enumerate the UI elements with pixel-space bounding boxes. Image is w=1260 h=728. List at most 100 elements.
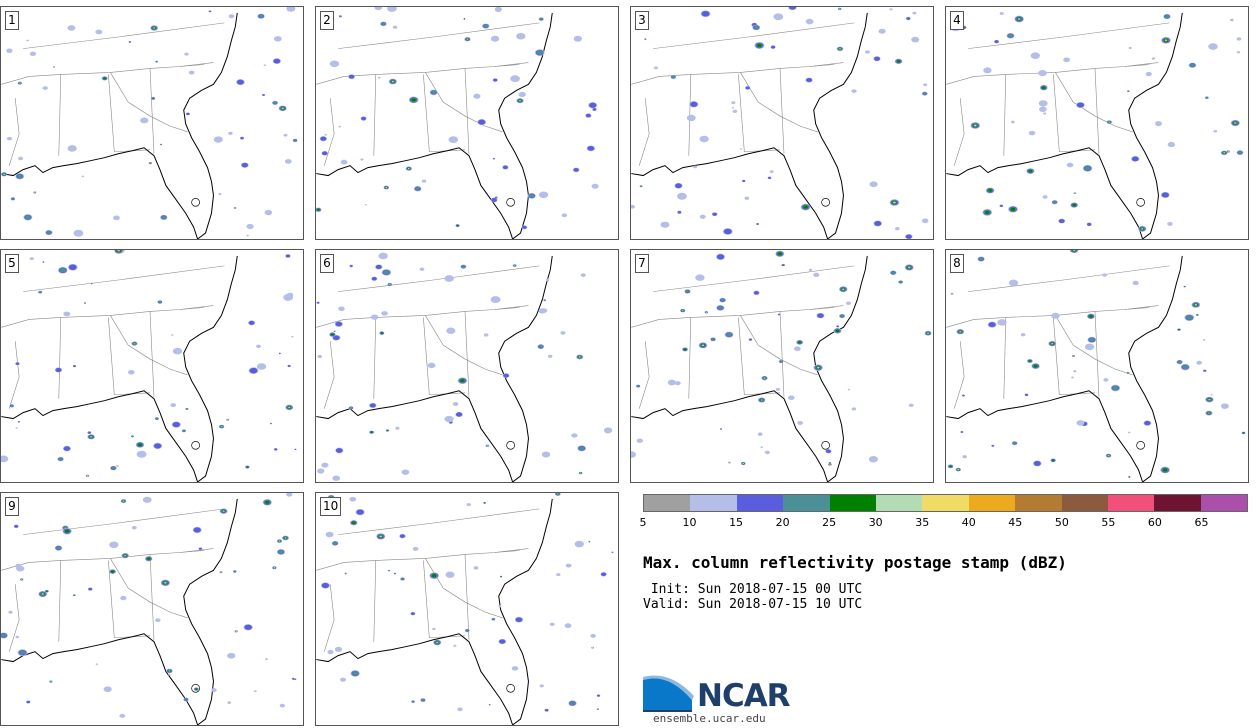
storm-cell	[1072, 203, 1076, 207]
storm-cell	[399, 534, 406, 538]
coastline	[316, 255, 553, 482]
storm-cell	[847, 388, 850, 391]
member-label: 6	[320, 254, 334, 273]
storm-cell	[686, 290, 689, 293]
storm-cell	[461, 265, 466, 268]
storm-cell	[1008, 279, 1019, 287]
storm-cell	[671, 75, 676, 79]
storm-cell	[539, 18, 543, 21]
storm-cell	[322, 151, 328, 156]
storm-cell	[340, 677, 347, 682]
storm-cell	[514, 264, 516, 267]
storm-cell	[388, 570, 390, 572]
storm-cell	[571, 433, 578, 438]
storm-cell	[55, 367, 62, 373]
storm-cell	[701, 10, 710, 17]
storm-cell	[878, 28, 886, 34]
storm-cell	[172, 422, 180, 428]
storm-cell	[891, 271, 896, 275]
storm-cell	[764, 450, 770, 455]
storm-cell	[1038, 70, 1047, 77]
storm-cell	[284, 537, 287, 539]
storm-cell	[352, 671, 359, 676]
state-border	[740, 315, 818, 376]
storm-cell	[360, 158, 364, 161]
storm-cell	[81, 175, 84, 178]
storm-cell	[839, 48, 841, 50]
map-panel-member-7: 7	[630, 249, 934, 483]
storm-cell	[760, 446, 763, 449]
state-border	[8, 98, 20, 166]
storm-cell	[45, 590, 48, 592]
state-border	[1055, 315, 1133, 376]
map-canvas	[316, 493, 614, 725]
storm-cell	[1084, 343, 1095, 351]
map-panel-member-10: 10	[315, 492, 619, 726]
storm-cell	[731, 101, 736, 105]
storm-cell	[109, 541, 119, 549]
storm-cell	[138, 443, 142, 447]
storm-cell	[511, 666, 519, 671]
storm-cell	[486, 445, 488, 447]
storm-cell	[16, 174, 23, 179]
storm-cell	[1220, 403, 1229, 409]
storm-cell	[695, 274, 705, 281]
storm-cell	[541, 451, 551, 458]
storm-cell	[375, 264, 382, 270]
storm-cell	[923, 83, 928, 87]
state-border	[631, 305, 844, 328]
storm-cell	[161, 215, 167, 220]
storm-cell	[457, 707, 463, 712]
chart-title: Max. column reflectivity postage stamp (…	[643, 553, 1067, 572]
state-border	[1003, 317, 1007, 399]
storm-cell	[549, 622, 555, 626]
storm-cell	[951, 293, 953, 295]
storm-cell	[631, 451, 636, 458]
storm-cell	[334, 646, 343, 652]
storm-cell	[59, 268, 66, 273]
lake-outline	[821, 198, 830, 207]
state-border	[58, 317, 62, 399]
storm-cell	[889, 8, 893, 11]
storm-cell	[686, 114, 696, 122]
colorbar-tick-label: 45	[1008, 516, 1023, 529]
storm-cell	[499, 639, 506, 644]
storm-cell	[580, 472, 582, 474]
storm-cell	[67, 25, 76, 31]
colorbar-tick-label: 5	[639, 516, 647, 529]
storm-cell	[15, 362, 20, 365]
storm-cell	[332, 541, 338, 545]
storm-cell	[636, 385, 640, 388]
storm-cell	[1126, 372, 1129, 374]
storm-cell	[717, 306, 723, 310]
storm-cell	[590, 633, 596, 638]
storm-cell	[95, 663, 99, 666]
map-panel-member-2: 2	[315, 6, 619, 240]
member-label: 2	[320, 11, 334, 30]
storm-cell	[432, 627, 436, 631]
storm-cell	[711, 338, 715, 341]
storm-cell	[120, 595, 127, 601]
storm-cell	[1205, 96, 1209, 99]
storm-cell	[455, 412, 463, 417]
storm-cell	[26, 39, 29, 42]
storm-cell	[869, 181, 878, 188]
storm-cell	[1190, 63, 1195, 67]
storm-cell	[385, 186, 387, 189]
storm-cell	[381, 22, 386, 26]
storm-cell	[1236, 37, 1242, 41]
storm-cell	[478, 119, 486, 125]
storm-cell	[1132, 280, 1139, 286]
storm-cell	[874, 221, 882, 227]
storm-cell	[103, 77, 107, 80]
state-border	[953, 98, 965, 166]
state-border	[688, 317, 692, 399]
storm-cell	[3, 173, 5, 175]
storm-cell	[1071, 376, 1074, 379]
storm-cell	[797, 421, 803, 425]
map-canvas	[1, 7, 298, 239]
storm-cell	[770, 45, 776, 49]
storm-cell	[1, 633, 7, 638]
storm-cell	[742, 462, 744, 465]
storm-cell	[90, 436, 92, 438]
